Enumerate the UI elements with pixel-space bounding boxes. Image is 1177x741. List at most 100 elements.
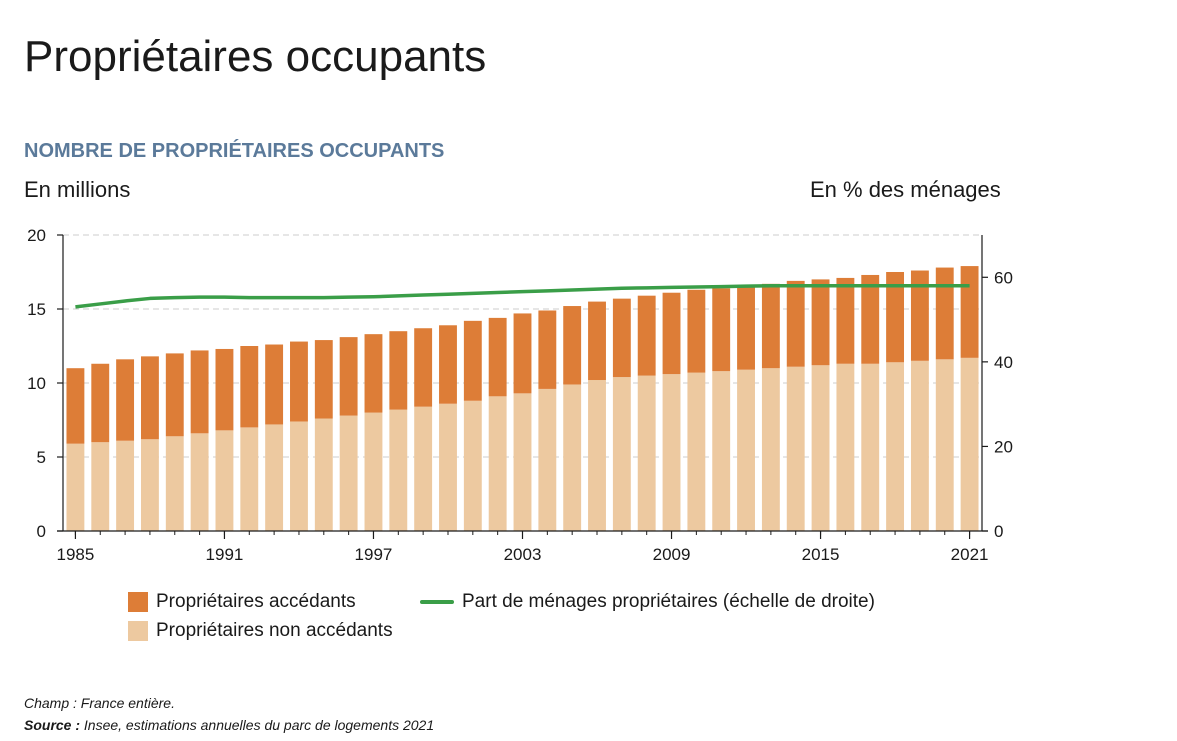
bar-accedants	[66, 368, 85, 444]
bar-non-accedants	[513, 393, 532, 531]
bar-accedants	[364, 334, 383, 413]
x-tick-label: 2003	[504, 545, 542, 564]
left-tick-label: 5	[37, 448, 46, 467]
legend-item-non-accedants: Propriétaires non accédants	[128, 620, 393, 642]
bar-accedants	[737, 285, 755, 370]
left-tick-label: 15	[27, 300, 46, 319]
x-tick-label: 2015	[802, 545, 840, 564]
bar-accedants	[314, 340, 333, 419]
bar-accedants	[240, 346, 259, 428]
line-part-menages	[75, 283, 970, 309]
right-axis-unit-label: En % des ménages	[810, 177, 1001, 202]
bar-non-accedants	[836, 363, 855, 531]
bar-accedants	[140, 356, 159, 440]
right-tick-label: 60	[994, 268, 1013, 287]
bar-accedants	[91, 363, 110, 443]
bar-accedants	[588, 301, 606, 381]
bar-accedants	[712, 288, 731, 372]
legend-item-part-menages: Part de ménages propriétaires (échelle d…	[420, 591, 875, 613]
legend-swatch-part-menages	[420, 600, 454, 604]
bar-non-accedants	[290, 421, 308, 531]
bar-accedants	[538, 310, 557, 389]
bar-non-accedants	[861, 363, 880, 531]
legend-item-accedants: Propriétaires accédants	[128, 591, 356, 613]
bar-non-accedants	[389, 409, 408, 531]
bar-accedants	[389, 331, 408, 410]
bar-accedants	[265, 344, 284, 425]
x-tick-label: 1997	[355, 545, 393, 564]
bar-non-accedants	[712, 371, 731, 531]
bar-non-accedants	[687, 372, 706, 531]
legend-swatch-non-accedants	[128, 621, 148, 641]
x-tick-label: 2021	[951, 545, 989, 564]
champ-note: Champ : France entière.	[24, 695, 175, 711]
bar-non-accedants	[637, 375, 656, 531]
bar-non-accedants	[66, 443, 85, 531]
left-tick-label: 0	[37, 522, 46, 541]
bar-non-accedants	[761, 368, 780, 531]
bar-non-accedants	[339, 415, 358, 531]
bar-accedants	[786, 280, 805, 367]
x-tick-label: 2009	[653, 545, 691, 564]
bar-non-accedants	[886, 362, 905, 531]
bar-non-accedants	[538, 388, 557, 531]
bar-non-accedants	[588, 380, 606, 531]
bar-accedants	[463, 320, 482, 401]
bar-non-accedants	[265, 424, 284, 531]
bar-non-accedants	[811, 365, 830, 531]
right-tick-label: 20	[994, 437, 1013, 456]
legend-swatch-accedants	[128, 592, 148, 612]
bar-accedants	[687, 289, 706, 373]
bar-accedants	[165, 353, 184, 437]
bar-non-accedants	[439, 403, 457, 531]
bar-accedants	[439, 325, 457, 404]
bar-non-accedants	[662, 374, 681, 531]
bar-non-accedants	[116, 440, 135, 531]
bar-accedants	[836, 277, 855, 364]
bar-accedants	[861, 274, 880, 364]
chart-title: NOMBRE DE PROPRIÉTAIRES OCCUPANTS	[24, 140, 445, 162]
bar-non-accedants	[463, 400, 482, 531]
right-tick-label: 40	[994, 353, 1013, 372]
legend-label-non-accedants: Propriétaires non accédants	[156, 620, 393, 641]
bar-non-accedants	[910, 360, 929, 531]
bar-accedants	[215, 348, 234, 431]
legend-label-accedants: Propriétaires accédants	[156, 591, 356, 612]
bar-non-accedants	[215, 430, 234, 531]
bar-accedants	[935, 267, 954, 360]
bar-non-accedants	[364, 412, 383, 531]
bar-non-accedants	[414, 406, 433, 531]
bar-accedants	[563, 306, 582, 385]
bar-accedants	[637, 295, 656, 376]
source-text: Insee, estimations annuelles du parc de …	[80, 717, 435, 733]
bar-non-accedants	[960, 357, 979, 531]
bar-non-accedants	[563, 384, 582, 531]
bar-non-accedants	[737, 369, 755, 531]
x-tick-label: 1991	[206, 545, 244, 564]
bar-non-accedants	[612, 377, 631, 531]
bar-non-accedants	[190, 433, 209, 531]
bar-accedants	[488, 317, 507, 397]
bar-accedants	[612, 298, 631, 378]
bar-accedants	[910, 270, 929, 361]
legend-label-part-menages: Part de ménages propriétaires (échelle d…	[462, 591, 875, 612]
source-note: Source : Insee, estimations annuelles du…	[24, 717, 434, 733]
right-tick-label: 0	[994, 522, 1003, 541]
bar-non-accedants	[240, 427, 259, 531]
page-title: Propriétaires occupants	[24, 32, 487, 81]
x-tick-label: 1985	[57, 545, 95, 564]
bar-accedants	[513, 313, 532, 394]
bar-non-accedants	[91, 442, 110, 531]
bar-accedants	[811, 279, 830, 366]
bar-non-accedants	[165, 436, 184, 531]
left-tick-label: 10	[27, 374, 46, 393]
bar-non-accedants	[140, 439, 159, 531]
bar-accedants	[116, 359, 135, 441]
bar-accedants	[190, 350, 209, 434]
bar-non-accedants	[935, 359, 954, 531]
bar-accedants	[414, 328, 433, 407]
source-label: Source :	[24, 717, 81, 733]
bar-accedants	[886, 272, 905, 363]
bar-accedants	[290, 341, 308, 422]
